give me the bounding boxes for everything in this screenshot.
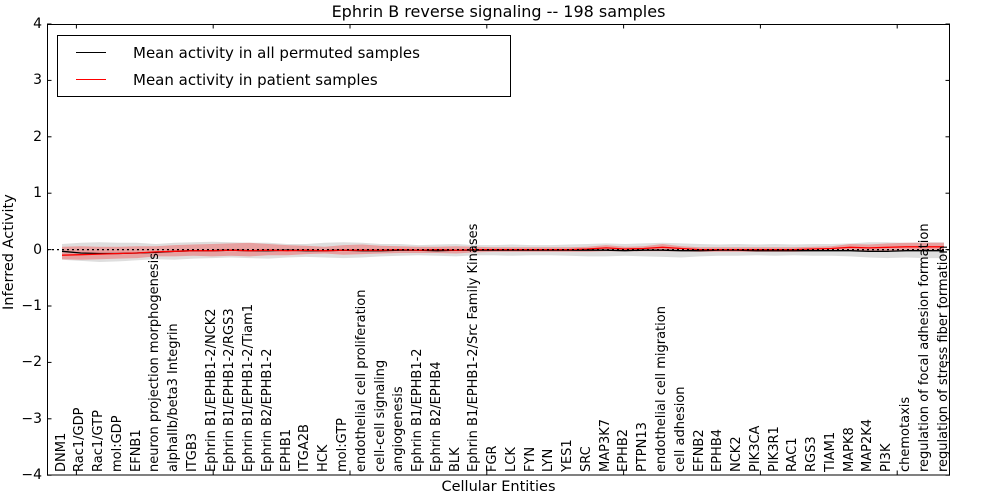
x-category-label: BLK bbox=[447, 447, 463, 472]
y-tick-label: 0 bbox=[33, 241, 42, 258]
x-category-label: Rac1/GDP bbox=[72, 407, 88, 472]
x-category-label: regulation of focal adhesion formation bbox=[916, 223, 932, 472]
x-category-label: DNM1 bbox=[53, 432, 69, 472]
x-category-label: FGR bbox=[485, 445, 501, 472]
x-category-label: EPHB1 bbox=[278, 428, 294, 472]
x-category-label: EPHB2 bbox=[616, 428, 632, 472]
x-category-label: alphaIIb/beta3 Integrin bbox=[166, 323, 182, 472]
patient-band bbox=[62, 242, 944, 260]
y-tick-label: −2 bbox=[21, 354, 42, 371]
x-category-label: Ephrin B1/EPHB1-2/NCK2 bbox=[203, 308, 219, 472]
x-category-label: angiogenesis bbox=[391, 386, 407, 472]
red-line-swatch bbox=[76, 79, 106, 80]
x-category-label: PIK3CA bbox=[747, 425, 763, 472]
y-tick-label: −1 bbox=[21, 298, 42, 314]
x-category-label: SRC bbox=[578, 446, 594, 472]
y-tick-label: −4 bbox=[21, 467, 42, 484]
x-category-label: MAPK8 bbox=[841, 427, 857, 472]
x-category-label: MAP2K4 bbox=[860, 418, 876, 472]
x-category-label: PIK3R1 bbox=[766, 426, 782, 472]
legend-label-permuted: Mean activity in all permuted samples bbox=[133, 43, 420, 62]
x-category-label: endothelial cell proliferation bbox=[353, 289, 369, 473]
x-category-label: RAC1 bbox=[785, 437, 801, 472]
x-category-label: RGS3 bbox=[804, 436, 820, 472]
y-tick-label: −3 bbox=[21, 410, 42, 427]
x-category-label: TIAM1 bbox=[822, 431, 838, 472]
axes-frame bbox=[47, 24, 950, 476]
x-category-label: Ephrin B2/EPHB1-2 bbox=[259, 348, 275, 472]
x-category-label: Ephrin B1/EPHB1-2 bbox=[410, 348, 426, 472]
x-category-label: regulation of stress fiber formation bbox=[935, 245, 951, 472]
x-category-label: Rac1/GTP bbox=[91, 410, 107, 472]
x-category-label: mol:GTP bbox=[334, 418, 350, 472]
x-category-label: HCK bbox=[316, 444, 332, 472]
x-category-label: cell adhesion bbox=[672, 386, 688, 472]
x-category-label: cell-cell signaling bbox=[372, 359, 388, 472]
legend: Mean activity in all permuted samples Me… bbox=[57, 35, 511, 97]
x-category-label: EPHB4 bbox=[710, 428, 726, 472]
y-tick-label: 2 bbox=[33, 128, 42, 145]
x-category-label: Ephrin B1/EPHB1-2/Src Family Kinases bbox=[466, 223, 482, 472]
x-category-label: NCK2 bbox=[729, 436, 745, 472]
x-category-label: mol:GDP bbox=[109, 415, 125, 472]
x-category-label: PI3K bbox=[879, 443, 895, 472]
x-category-label: Ephrin B1/EPHB1-2/RGS3 bbox=[222, 308, 238, 472]
y-tick-label: 1 bbox=[33, 185, 42, 202]
x-category-label: Ephrin B2/EPHB4 bbox=[428, 361, 444, 472]
x-category-label: ITGA2B bbox=[297, 424, 313, 472]
legend-item-patient: Mean activity in patient samples bbox=[58, 66, 510, 93]
x-category-label: EFNB2 bbox=[691, 429, 707, 472]
x-category-label: LCK bbox=[503, 447, 519, 472]
y-tick-label: 4 bbox=[33, 16, 42, 32]
x-axis-label: Cellular Entities bbox=[441, 479, 556, 495]
x-category-label: YES1 bbox=[560, 439, 576, 472]
y-tick-label: 3 bbox=[33, 72, 42, 89]
chart-title: Ephrin B reverse signaling -- 198 sample… bbox=[331, 2, 666, 21]
x-category-label: ITGB3 bbox=[184, 432, 200, 472]
legend-item-permuted: Mean activity in all permuted samples bbox=[58, 39, 510, 66]
x-category-label: LYN bbox=[541, 448, 557, 472]
black-line-swatch bbox=[76, 52, 106, 53]
x-category-label: PTPN13 bbox=[635, 422, 651, 472]
x-category-label: MAP3K7 bbox=[597, 418, 613, 472]
x-category-label: neuron projection morphogenesis bbox=[147, 253, 163, 472]
legend-label-patient: Mean activity in patient samples bbox=[133, 70, 378, 89]
permuted-band bbox=[62, 241, 944, 262]
x-category-label: FYN bbox=[522, 446, 538, 472]
x-category-label: Ephrin B1/EPHB1-2/Tiam1 bbox=[241, 303, 257, 472]
x-category-label: chemotaxis bbox=[897, 396, 913, 472]
x-category-label: EFNB1 bbox=[128, 429, 144, 472]
x-category-label: endothelial cell migration bbox=[654, 306, 669, 472]
plot-area bbox=[47, 23, 950, 476]
